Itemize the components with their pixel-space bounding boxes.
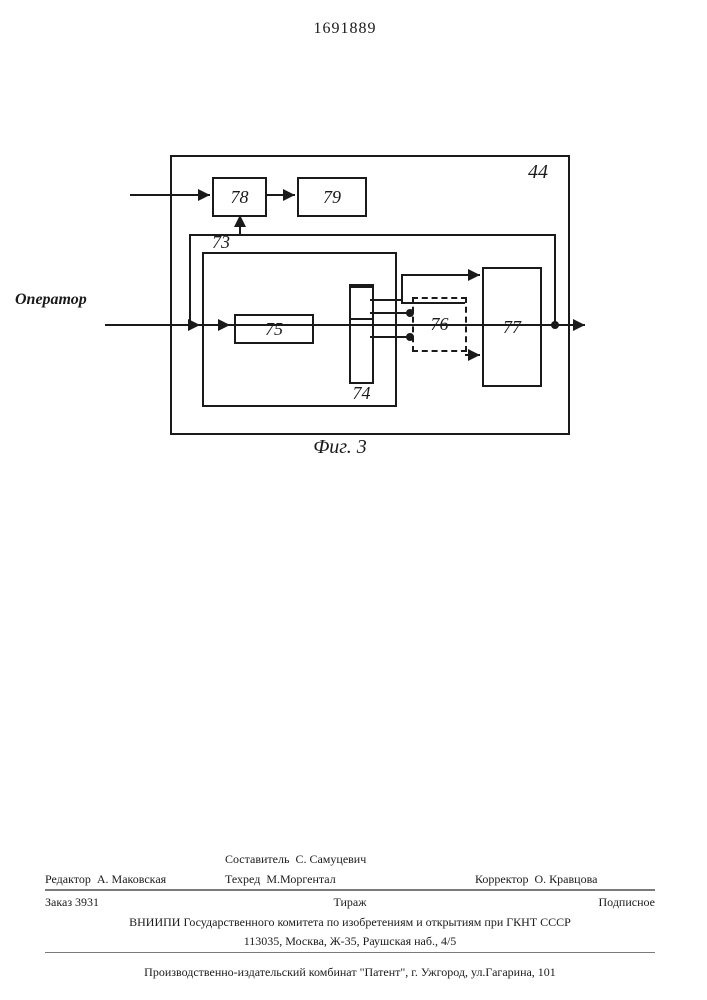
techred-name: М.Моргентал (266, 872, 335, 886)
wiring-svg (95, 135, 585, 455)
compiler-label: Составитель (225, 852, 289, 866)
corrector-name: О. Кравцова (535, 872, 598, 886)
org-line-2: 113035, Москва, Ж-35, Раушская наб., 4/5 (45, 934, 655, 950)
corrector-label: Корректор (475, 872, 529, 886)
publisher-line: Производственно-издательский комбинат "П… (45, 965, 655, 981)
tirazh-label: Тираж (225, 895, 475, 911)
techred-label: Техред (225, 872, 260, 886)
compiler-name: С. Самуцевич (295, 852, 366, 866)
document-number: 1691889 (314, 20, 377, 38)
operator-label: Оператор (15, 291, 87, 309)
imprint-block: Составитель С. Самуцевич Редактор А. Мак… (45, 850, 655, 983)
order-number: Заказ 3931 (45, 895, 225, 911)
editor-label: Редактор (45, 872, 91, 886)
org-line-1: ВНИИПИ Государственного комитета по изоб… (45, 915, 655, 931)
figure-caption: Фиг. 3 (313, 436, 367, 459)
podpisnoe-label: Подписное (475, 895, 655, 911)
figure-3-diagram: Оператор 44 78 79 73 75 74 76 77 (95, 135, 585, 455)
editor-name: А. Маковская (97, 872, 166, 886)
